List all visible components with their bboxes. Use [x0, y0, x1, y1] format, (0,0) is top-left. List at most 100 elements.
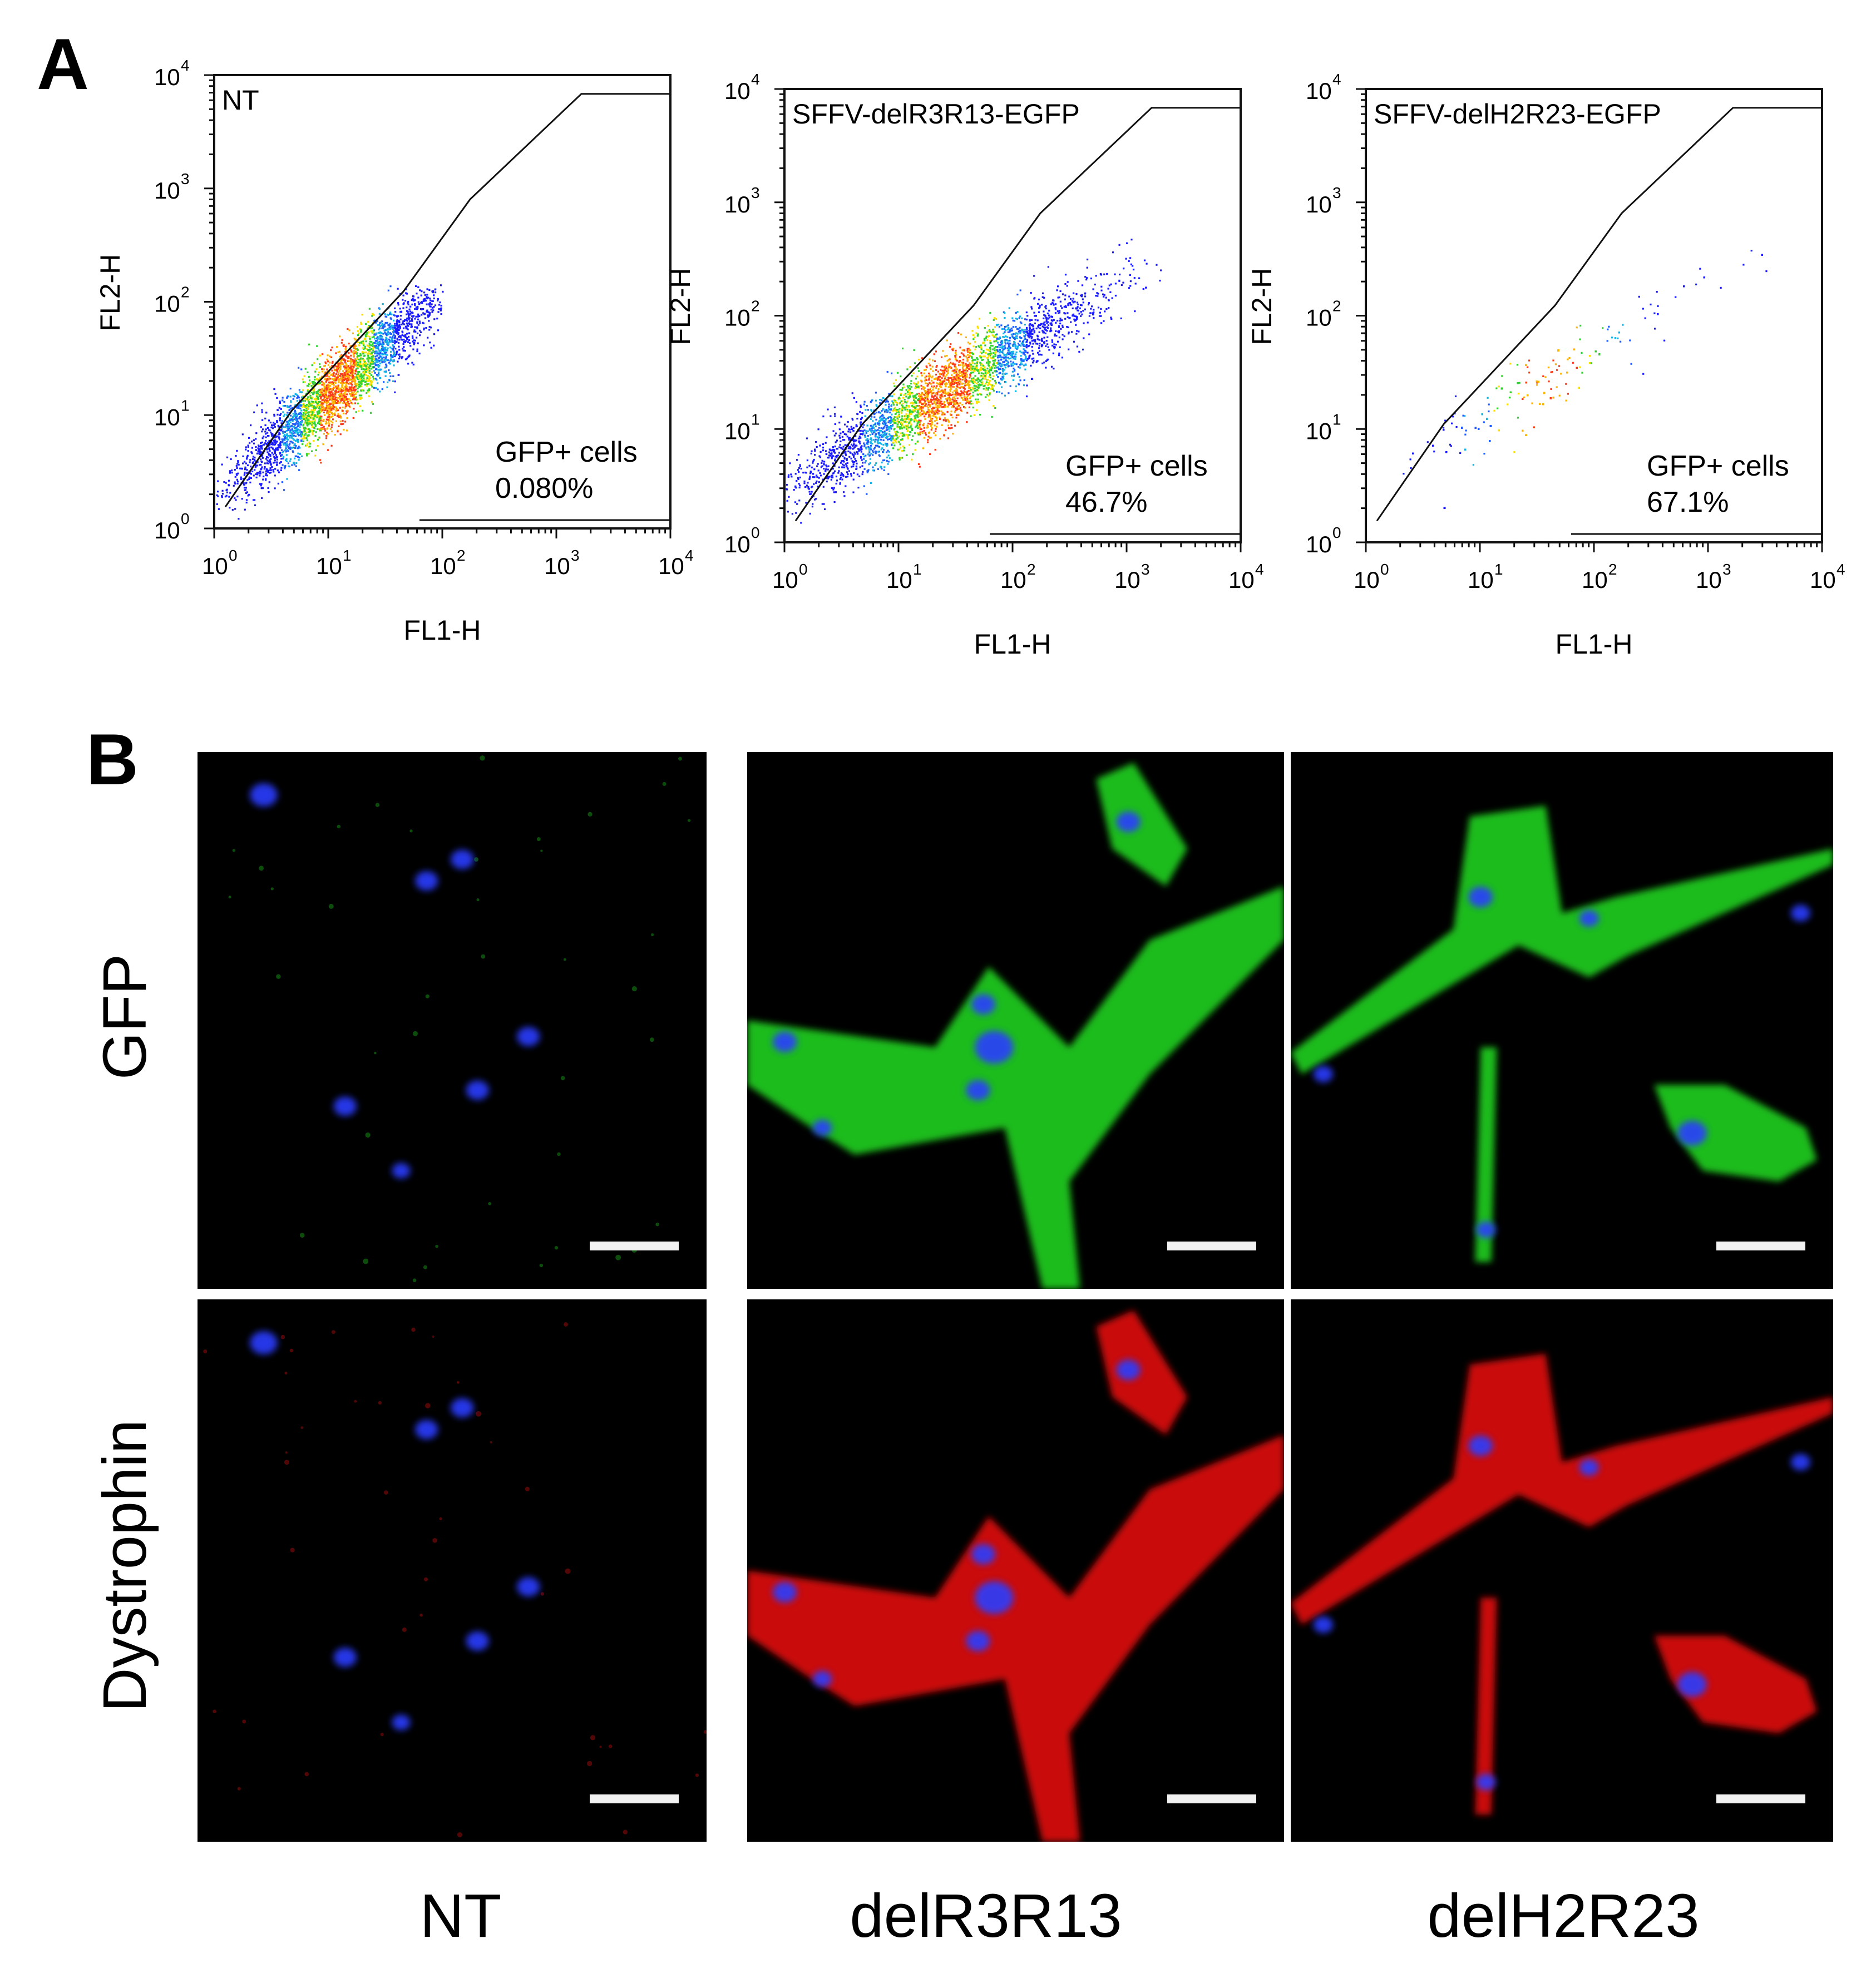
scatter-point	[357, 374, 359, 377]
scatter-point	[246, 491, 249, 493]
scatter-point	[338, 389, 340, 391]
scatter-point	[394, 307, 396, 309]
scatter-point	[356, 377, 358, 379]
scatter-point	[298, 457, 300, 459]
scatter-point	[308, 383, 310, 385]
scatter-point	[330, 356, 333, 358]
scatter-point	[379, 352, 382, 354]
scatter-point	[313, 384, 315, 387]
scatter-point	[397, 327, 399, 329]
scatter-point	[331, 365, 333, 367]
scatter-point	[914, 415, 916, 417]
scatter-point	[406, 357, 408, 360]
scatter-point	[1013, 333, 1015, 335]
scatter-point	[388, 324, 391, 327]
scatter-point	[288, 434, 290, 437]
scatter-point	[934, 430, 937, 432]
scatter-point	[945, 398, 947, 400]
scatter-point	[409, 345, 412, 347]
scatter-point	[1019, 350, 1021, 353]
scatter-point	[349, 387, 351, 389]
scatter-point	[221, 493, 224, 495]
scatter-point	[882, 439, 885, 442]
scatter-point	[833, 472, 835, 474]
scatter-point	[385, 371, 387, 373]
scatter-point	[317, 422, 319, 424]
scatter-point	[317, 428, 319, 431]
scatter-point	[350, 374, 352, 377]
scatter-point	[407, 328, 409, 330]
scatter-point	[393, 364, 395, 367]
scatter-point	[1111, 297, 1113, 299]
scatter-point	[805, 502, 807, 504]
scatter-point	[352, 389, 354, 391]
scatter-point	[374, 359, 376, 361]
scatter-point	[1053, 343, 1055, 345]
scatter-point	[314, 423, 317, 426]
scatter-point	[362, 365, 364, 367]
scatter-point	[414, 339, 416, 342]
scatter-point	[1017, 343, 1019, 345]
scatter-point	[1001, 373, 1004, 375]
scatter-point	[1076, 345, 1079, 348]
scatter-point	[322, 394, 324, 396]
scatter-point	[273, 456, 275, 458]
scatter-point	[929, 374, 931, 377]
scatter-point	[422, 308, 424, 310]
scatter-point	[364, 347, 366, 349]
scatter-point	[318, 423, 320, 426]
scatter-point	[961, 371, 963, 373]
scatter-point	[365, 352, 367, 354]
scatter-point	[320, 428, 322, 431]
scatter-point	[381, 327, 383, 329]
scatter-point	[384, 363, 387, 365]
scatter-point	[799, 464, 801, 466]
scatter-point	[935, 406, 937, 408]
scatter-point	[1009, 354, 1011, 357]
scatter-point	[260, 467, 263, 470]
scatter-point	[352, 370, 355, 372]
scatter-point	[303, 375, 305, 377]
scatter-point	[361, 383, 363, 385]
scatter-point	[919, 411, 921, 414]
scatter-point	[338, 416, 340, 418]
scatter-point	[278, 437, 280, 439]
scatter-point	[347, 400, 349, 403]
scatter-point	[878, 433, 880, 436]
y-tick-label-exponent: 2	[181, 284, 190, 301]
scatter-point	[1038, 345, 1040, 347]
scatter-point	[433, 297, 435, 300]
scatter-point	[292, 394, 294, 397]
scatter-point	[376, 332, 378, 334]
scatter-point	[255, 476, 258, 478]
scatter-point	[285, 446, 287, 448]
scatter-point	[334, 369, 336, 372]
scatter-point	[327, 384, 329, 387]
scatter-point	[987, 389, 989, 391]
scatter-point	[911, 402, 914, 404]
scatter-point	[996, 346, 999, 348]
scatter-point	[945, 419, 947, 421]
scatter-point	[810, 452, 812, 454]
scatter-point	[863, 485, 865, 487]
scatter-point	[895, 442, 897, 444]
scatter-point	[961, 403, 964, 406]
scatter-point	[316, 397, 318, 399]
scatter-point	[340, 399, 342, 402]
scatter-point	[364, 352, 366, 354]
scatter-point	[290, 400, 292, 402]
scatter-point	[372, 348, 374, 350]
scatter-point	[333, 400, 335, 402]
scatter-point	[964, 364, 966, 367]
scatter-point	[345, 413, 347, 415]
scatter-point	[1022, 331, 1025, 333]
scatter-point	[1032, 343, 1034, 345]
scatter-point	[371, 400, 373, 403]
scatter-point	[980, 368, 983, 370]
scatter-point	[1097, 293, 1099, 295]
scatter-point	[328, 387, 330, 389]
scatter-point	[368, 395, 370, 397]
scatter-point	[279, 433, 281, 435]
scatter-point	[1057, 285, 1059, 288]
scatter-point	[862, 458, 865, 460]
